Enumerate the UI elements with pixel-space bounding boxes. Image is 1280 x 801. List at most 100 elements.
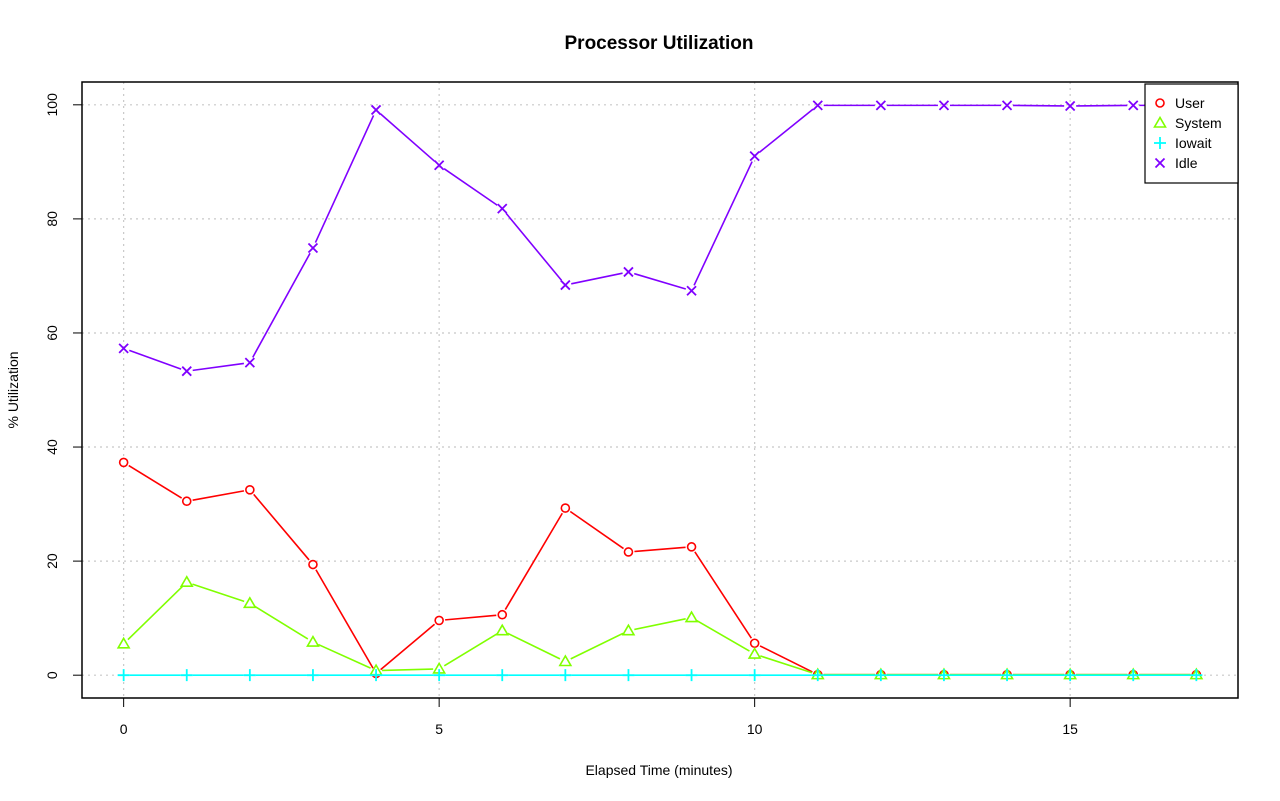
series-iowait-point <box>559 669 572 682</box>
legend-marker-idle <box>1154 157 1166 169</box>
series-iowait-point <box>748 669 761 682</box>
x-axis: 0 5 10 15 <box>120 698 1078 737</box>
series-idle-point <box>686 285 697 296</box>
series-idle-segment <box>380 113 436 162</box>
series-system-point <box>684 610 699 623</box>
series-user-point <box>686 542 697 552</box>
series-user-point <box>181 496 192 507</box>
series-iowait-point <box>1001 669 1014 682</box>
series-user-point <box>434 615 444 626</box>
legend-item-iowait: Iowait <box>1154 135 1212 151</box>
series-system-point <box>621 623 636 636</box>
series-user-point <box>749 638 760 649</box>
series-idle-point <box>1065 100 1076 112</box>
series-user-point <box>623 547 634 557</box>
series-system-point <box>747 646 762 659</box>
series-user-point <box>245 485 255 495</box>
series-layer <box>116 100 1204 682</box>
series-user-segment <box>694 551 753 639</box>
series-user-segment <box>128 464 183 499</box>
chart-title: Processor Utilization <box>565 33 754 54</box>
series-iowait-point <box>180 669 193 682</box>
x-tick-label: 10 <box>747 721 763 737</box>
series-idle-segment <box>129 349 182 370</box>
series-iowait-point <box>243 669 256 682</box>
series-system-segment <box>382 668 434 672</box>
series-user-point <box>308 559 318 570</box>
y-axis: 0 20 40 60 80 100 <box>44 93 82 679</box>
series-system-segment <box>760 655 813 674</box>
legend-item-idle: Idle <box>1154 155 1198 171</box>
series-system-segment <box>634 618 686 631</box>
series-idle-segment <box>571 272 623 285</box>
y-tick-label: 60 <box>44 325 60 341</box>
legend-label-system: System <box>1175 115 1222 131</box>
series-idle-segment <box>633 272 687 290</box>
series-idle-point <box>560 279 571 291</box>
series-idle-point <box>370 104 382 116</box>
series-user-segment <box>759 645 813 673</box>
series-idle-point <box>1128 100 1139 111</box>
series-system-segment <box>318 643 371 669</box>
y-tick-label: 80 <box>44 211 60 227</box>
legend-label-user: User <box>1175 95 1205 111</box>
x-tick-label: 5 <box>435 721 443 737</box>
series-iowait-point <box>117 669 130 682</box>
legend-label-iowait: Iowait <box>1175 135 1212 151</box>
series-system-segment <box>254 605 309 640</box>
legend-marker-user <box>1155 98 1165 108</box>
series-idle-segment <box>758 108 814 154</box>
series-idle-segment <box>443 168 498 206</box>
series-system-point <box>495 623 510 636</box>
series-iowait-point <box>433 669 446 682</box>
series-iowait-point <box>496 669 509 682</box>
plot-frame <box>81 81 1239 699</box>
series-system-segment <box>192 583 245 603</box>
y-tick-label: 0 <box>44 671 60 679</box>
series-iowait-point <box>622 669 635 682</box>
series-idle-segment <box>693 161 753 286</box>
series-system-point <box>116 636 131 649</box>
series-user-point <box>118 457 129 468</box>
series-user-segment <box>504 512 563 610</box>
legend-marker-system <box>1153 115 1167 128</box>
series-system <box>116 575 1204 680</box>
series-idle-segment <box>192 362 245 372</box>
series-idle-point <box>497 203 508 214</box>
y-axis-label: % Utilization <box>5 351 21 428</box>
series-idle-segment <box>505 212 563 281</box>
series-user-point <box>497 609 508 620</box>
series-system-point <box>242 596 257 609</box>
series-user-point <box>560 503 571 513</box>
series-system-segment <box>696 619 750 652</box>
series-iowait-point <box>685 669 698 682</box>
series-iowait-point <box>370 669 383 682</box>
series-user-segment <box>315 569 374 669</box>
series-user-segment <box>569 510 624 550</box>
series-idle-segment <box>314 115 375 243</box>
series-user-segment <box>253 493 310 561</box>
series-idle-point <box>244 357 255 368</box>
x-axis-label: Elapsed Time (minutes) <box>585 762 732 778</box>
series-system-segment <box>443 633 498 667</box>
series-iowait-point <box>306 669 319 682</box>
series-iowait-point <box>811 669 824 682</box>
series-idle-segment <box>252 252 311 358</box>
series-idle-point <box>875 100 886 111</box>
series-idle <box>118 100 1202 377</box>
y-tick-label: 20 <box>44 553 60 569</box>
series-system-point <box>306 635 320 647</box>
series-user-segment <box>634 546 686 553</box>
x-tick-label: 15 <box>1062 721 1078 737</box>
series-iowait-point <box>1064 669 1077 682</box>
legend-item-system: System <box>1153 115 1222 131</box>
series-idle-point <box>623 266 634 278</box>
legend-marker-iowait <box>1154 137 1166 149</box>
series-user-segment <box>192 490 245 501</box>
series-system-segment <box>507 632 561 660</box>
series-system-segment <box>570 632 624 660</box>
series-system-point <box>558 654 573 667</box>
series-idle-point <box>938 100 950 111</box>
